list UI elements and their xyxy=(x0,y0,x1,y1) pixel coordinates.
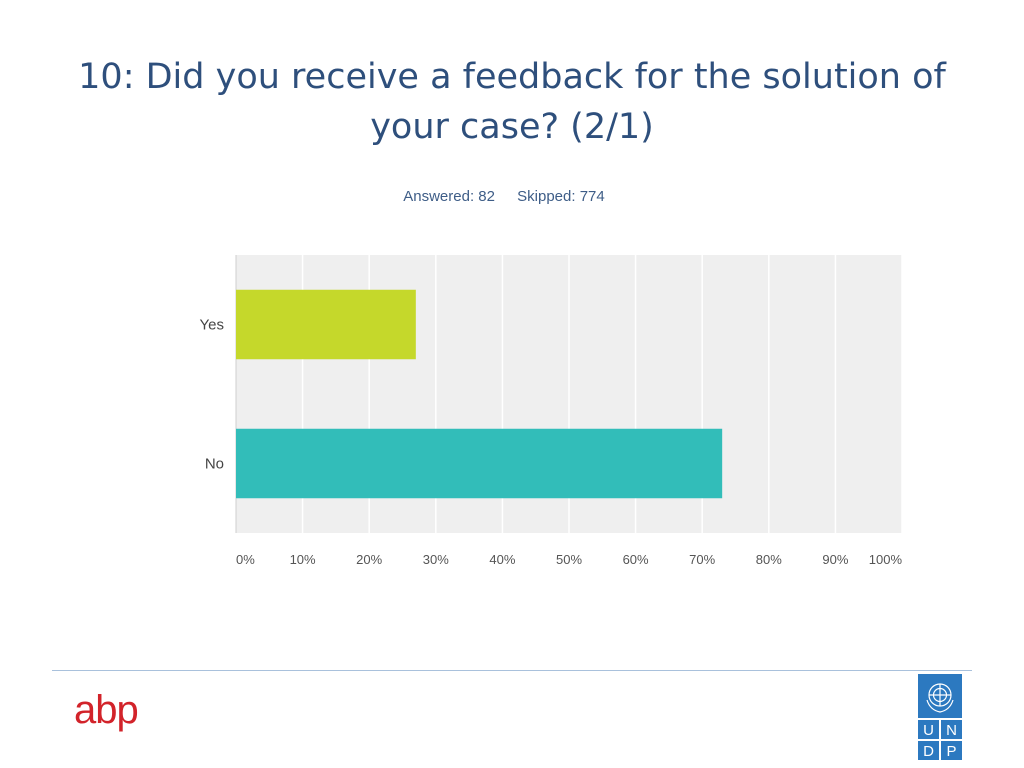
x-tick-label: 100% xyxy=(869,552,903,567)
x-tick-label: 70% xyxy=(689,552,715,567)
answered-count: Answered: 82 xyxy=(403,188,495,205)
category-labels: Yes No xyxy=(200,317,224,473)
undp-letter-u: U xyxy=(923,722,934,739)
category-label: Yes xyxy=(200,317,224,334)
category-label: No xyxy=(205,456,224,473)
bar-no xyxy=(236,428,723,499)
abp-logo: abp xyxy=(74,688,139,732)
x-tick-labels: 0% 10% 20% 30% 40% 50% 60% 70% 80% 90% 100% xyxy=(236,552,902,567)
x-tick-label: 50% xyxy=(556,552,582,567)
x-tick-label: 20% xyxy=(356,552,382,567)
bar-yes xyxy=(236,289,416,360)
x-tick-label: 90% xyxy=(822,552,848,567)
skipped-count: Skipped: 774 xyxy=(517,188,605,205)
undp-logo: U N D P xyxy=(918,674,962,760)
x-tick-label: 40% xyxy=(489,552,515,567)
bar-chart: Yes No 0% 10% 20% 30% 40% 50% 60% 70% 80% 90% 100% xyxy=(200,255,903,567)
x-tick-label: 30% xyxy=(423,552,449,567)
slide-title: 10: Did you receive a feedback for the s… xyxy=(78,57,946,147)
undp-letter-p: P xyxy=(946,743,956,760)
x-tick-label: 80% xyxy=(756,552,782,567)
x-tick-label: 10% xyxy=(290,552,316,567)
un-emblem-icon xyxy=(926,683,954,713)
bars xyxy=(236,289,723,499)
undp-letter-n: N xyxy=(946,722,957,739)
x-tick-label: 60% xyxy=(623,552,649,567)
response-counts: Answered: 82 Skipped: 774 xyxy=(0,188,1008,205)
x-tick-label: 0% xyxy=(236,552,255,567)
footer-divider xyxy=(52,670,972,671)
undp-letter-d: D xyxy=(923,743,934,760)
